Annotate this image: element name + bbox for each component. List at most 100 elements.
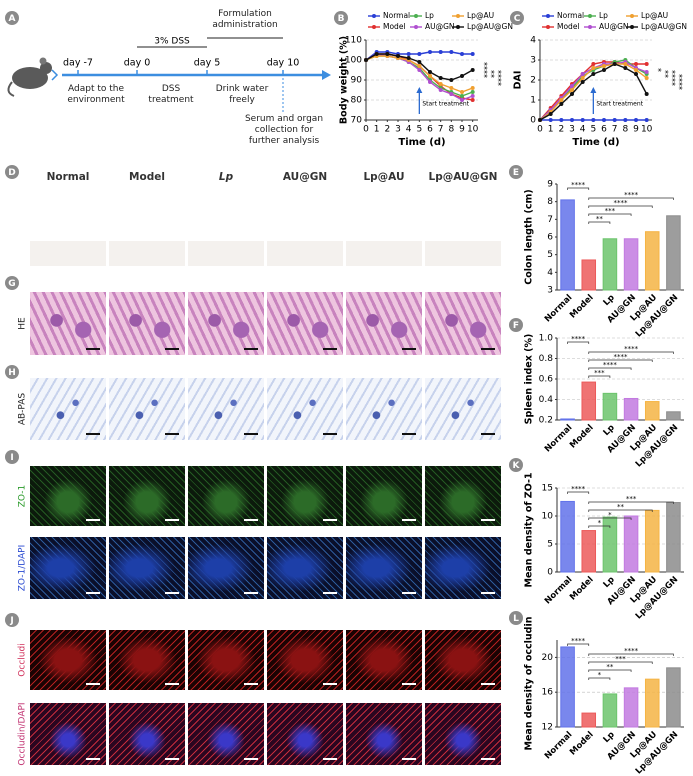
point — [591, 118, 596, 122]
legend-marker — [588, 25, 592, 29]
point — [406, 52, 411, 56]
x-tick-label: 4 — [406, 125, 412, 135]
point — [623, 62, 628, 66]
column-header: Lp@AU — [363, 171, 404, 183]
mouse-tail — [7, 81, 15, 97]
micrograph — [425, 378, 501, 440]
point — [438, 82, 443, 86]
x-tick-label: 9 — [633, 125, 639, 135]
y-tick-label: 1.0 — [539, 334, 554, 344]
y-tick-label: 0.2 — [539, 416, 553, 426]
micrograph — [109, 703, 185, 765]
legend-marker — [630, 25, 634, 29]
micrograph — [346, 537, 422, 599]
significance: **** — [480, 62, 489, 78]
x-tick-label: Model — [568, 293, 596, 321]
panel-label: J — [9, 616, 13, 626]
legend-label: Lp@AU@GN — [641, 22, 687, 31]
y-tick-label: 16 — [542, 688, 554, 698]
mouse-head — [40, 62, 52, 74]
significance: **** — [614, 199, 629, 207]
mouse-body — [12, 67, 48, 89]
colon-photo — [425, 188, 501, 266]
significance-bracket — [567, 187, 590, 190]
micrograph — [425, 537, 501, 599]
bar — [581, 530, 597, 573]
y-axis-label: Colon length (cm) — [524, 189, 535, 284]
panel-label: I — [10, 453, 13, 463]
micrograph — [267, 630, 343, 690]
significance-bracket — [588, 653, 674, 656]
x-tick-label: 5 — [590, 125, 596, 135]
y-tick-label: 5 — [547, 540, 553, 550]
panel-label: G — [8, 279, 15, 289]
panel-label: A — [9, 14, 16, 24]
y-tick-label: 5 — [547, 250, 553, 260]
panel-label: D — [8, 168, 15, 178]
significance: * — [598, 671, 602, 679]
scale-bar — [165, 758, 179, 760]
y-tick-label: 2 — [530, 76, 536, 86]
point — [559, 102, 564, 106]
x-tick-label: 7 — [612, 125, 618, 135]
legend-label: Lp — [425, 11, 434, 20]
bar — [602, 238, 618, 291]
bar — [666, 667, 681, 728]
significance: **** — [494, 70, 503, 86]
x-tick-label: 4 — [580, 125, 586, 135]
legend-label: Lp@AU — [641, 11, 668, 20]
point — [580, 76, 585, 80]
colon-photo — [188, 188, 264, 266]
scale-bar — [402, 348, 416, 350]
scale-bar — [244, 433, 258, 435]
significance-bracket — [588, 509, 653, 512]
bar — [644, 231, 660, 291]
y-tick-label: 20 — [542, 653, 554, 663]
x-tick-label: 1 — [548, 125, 554, 135]
legend-label: Lp@AU — [467, 11, 494, 20]
point — [470, 98, 475, 102]
scale-bar — [481, 519, 495, 521]
point — [570, 92, 574, 96]
micrograph — [30, 378, 106, 440]
scale-bar — [86, 348, 100, 350]
legend-label: Normal — [383, 11, 410, 20]
micrograph — [188, 537, 264, 599]
bar — [602, 693, 618, 728]
bar — [666, 411, 681, 421]
panel-badge — [509, 165, 523, 179]
top-label: Formulation administration — [212, 9, 278, 30]
x-tick-label: Lp — [602, 575, 617, 590]
point — [634, 62, 638, 66]
bar — [644, 678, 660, 728]
row-label: Occludi — [18, 643, 28, 676]
y-tick-label: 4 — [547, 268, 553, 278]
panel-label: L — [513, 614, 519, 624]
significance-bracket — [588, 501, 674, 504]
panel-label: E — [513, 168, 519, 178]
phase-label: Drink water freely — [215, 84, 269, 105]
significance-bracket — [588, 359, 653, 362]
legend-marker — [372, 14, 376, 18]
significance-bracket — [588, 197, 674, 200]
micrograph — [30, 537, 106, 599]
micrograph — [188, 703, 264, 765]
x-tick-label: Normal — [543, 423, 575, 455]
micrograph — [188, 630, 264, 690]
point — [470, 94, 475, 98]
legend-label: Model — [383, 22, 406, 31]
y-tick-label: 70 — [351, 116, 363, 126]
legend-marker — [414, 14, 418, 18]
x-tick-label: 0 — [537, 125, 543, 135]
x-tick-label: 1 — [374, 125, 380, 135]
annotation: Start treatment — [596, 101, 643, 108]
y-tick-label: 12 — [542, 723, 553, 733]
micrograph — [109, 630, 185, 690]
colon-photo — [346, 188, 422, 266]
y-tick-label: 0.6 — [539, 375, 554, 385]
bar — [623, 515, 639, 573]
x-tick-label: 6 — [427, 125, 433, 135]
micrograph — [425, 703, 501, 765]
legend-marker — [456, 14, 460, 18]
point — [644, 62, 649, 66]
